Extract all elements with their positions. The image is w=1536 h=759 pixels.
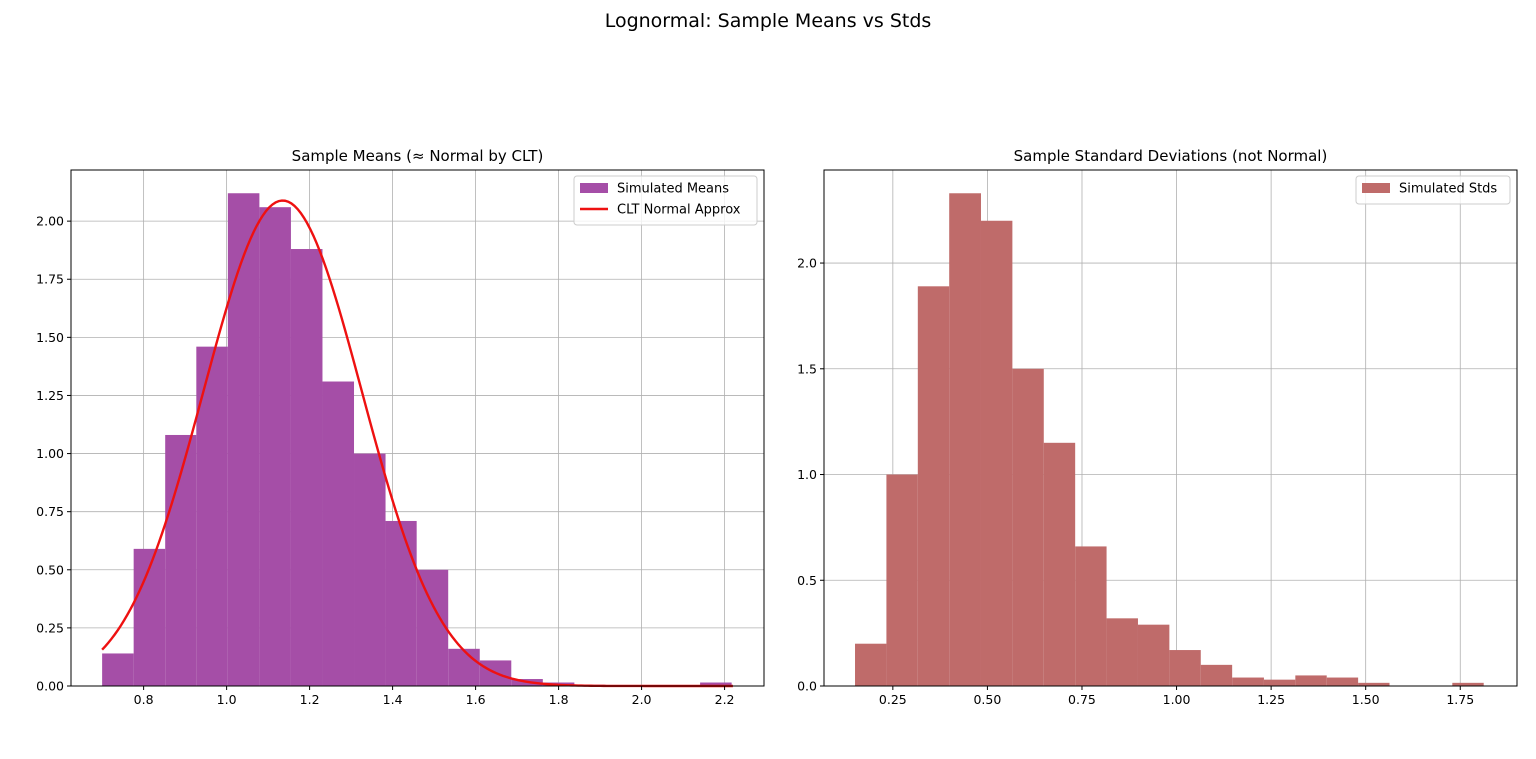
- histogram-bar: [1012, 368, 1044, 686]
- x-tick-label: 2.0: [632, 692, 652, 707]
- x-tick-label: 1.6: [466, 692, 486, 707]
- y-tick-label: 0.0: [797, 679, 817, 694]
- histogram-bar: [133, 548, 166, 686]
- legend-swatch: [580, 183, 608, 193]
- x-tick-label: 0.50: [973, 692, 1001, 707]
- histogram-bar: [290, 249, 323, 686]
- axes-title: Sample Means (≈ Normal by CLT): [292, 147, 544, 165]
- histogram-bar: [448, 648, 480, 686]
- y-tick-label: 2.0: [797, 256, 817, 271]
- histogram-bar: [1075, 546, 1107, 686]
- x-tick-label: 0.8: [134, 692, 154, 707]
- y-tick-label: 0.75: [36, 504, 64, 519]
- y-tick-label: 1.75: [36, 272, 64, 287]
- x-tick-label: 1.8: [549, 692, 569, 707]
- histogram-bar: [322, 381, 355, 686]
- legend-box: [1355, 175, 1511, 205]
- histogram-bar: [259, 207, 291, 686]
- histogram-bar: [1452, 682, 1484, 686]
- x-tick-label: 1.4: [383, 692, 403, 707]
- histogram-bar: [886, 474, 918, 686]
- y-tick-label: 2.00: [36, 214, 64, 229]
- histogram-bar: [1200, 664, 1233, 686]
- x-tick-label: 1.25: [1257, 692, 1285, 707]
- histogram-bar: [949, 193, 981, 686]
- figure-title: Lognormal: Sample Means vs Stds: [604, 10, 932, 32]
- legend: Simulated Means CLT Normal Approx: [573, 175, 758, 226]
- y-tick-label: 1.5: [797, 361, 817, 376]
- axes-frame: [70, 169, 765, 687]
- y-tick-label: 0.00: [36, 679, 64, 694]
- histogram-bar: [1043, 442, 1076, 686]
- histogram-bar: [416, 569, 449, 686]
- histogram-bar: [1326, 677, 1359, 686]
- histogram-bar: [1169, 650, 1201, 686]
- axes-frame: [823, 169, 1518, 687]
- y-tick-label: 0.50: [36, 562, 64, 577]
- histogram-bar: [1232, 677, 1264, 686]
- x-tick-label: 0.75: [1068, 692, 1096, 707]
- histogram-bar: [385, 520, 417, 686]
- legend: Simulated Stds: [1355, 175, 1511, 205]
- y-tick-label: 1.50: [36, 330, 64, 345]
- histogram-bar: [1137, 624, 1170, 686]
- x-tick-label: 1.50: [1352, 692, 1380, 707]
- histogram-bar: [1358, 682, 1390, 686]
- x-tick-label: 0.25: [879, 692, 907, 707]
- histogram-bar: [354, 453, 386, 686]
- legend-box: [573, 175, 758, 226]
- legend-label: Simulated Stds: [1399, 182, 1497, 197]
- histogram-bar: [917, 286, 950, 686]
- histogram-bar: [1106, 618, 1138, 686]
- legend-swatch: [1362, 183, 1390, 193]
- y-tick-label: 1.00: [36, 446, 64, 461]
- histogram-bar: [227, 193, 260, 687]
- histogram-bar: [1295, 675, 1327, 686]
- x-tick-label: 1.75: [1446, 692, 1474, 707]
- x-tick-label: 1.0: [217, 692, 237, 707]
- stds-histogram-panel: Sample Standard Deviations (not Normal) 0…: [797, 147, 1518, 707]
- means-histogram-panel: Sample Means (≈ Normal by CLT) 0.8 1.0 1.2 1…: [36, 147, 765, 707]
- x-tick-label: 1.2: [300, 692, 320, 707]
- y-tick-label: 0.5: [797, 573, 817, 588]
- axes-title: Sample Standard Deviations (not Normal): [1014, 147, 1328, 165]
- histogram-bar: [700, 682, 732, 686]
- legend-label: CLT Normal Approx: [617, 203, 741, 218]
- legend-label: Simulated Means: [617, 182, 729, 197]
- histogram-bar: [1263, 679, 1296, 686]
- histogram-bar: [855, 643, 887, 686]
- y-tick-label: 1.25: [36, 388, 64, 403]
- y-tick-label: 0.25: [36, 620, 64, 635]
- histogram-bar: [980, 220, 1013, 687]
- y-tick-label: 1.0: [797, 467, 817, 482]
- x-tick-label: 2.2: [715, 692, 735, 707]
- x-tick-label: 1.00: [1163, 692, 1191, 707]
- histogram-bar: [196, 346, 228, 686]
- histogram-bar: [102, 653, 134, 686]
